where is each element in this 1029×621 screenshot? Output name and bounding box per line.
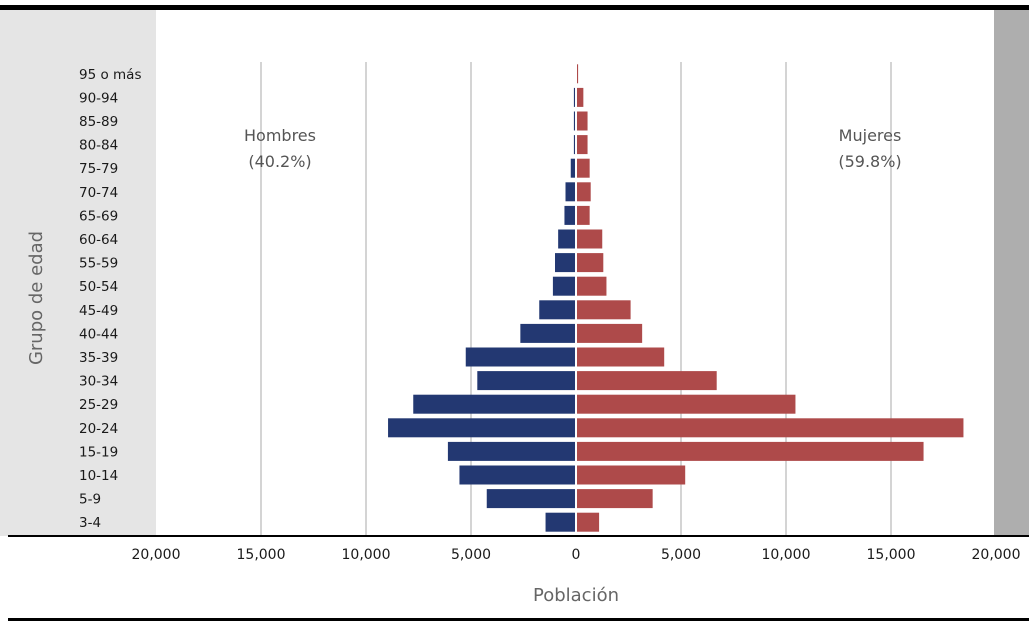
left-panel (0, 10, 156, 536)
x-tick-labels: 20,000 15,000 10,000 5,000 0 5,000 10,000 15,00… (132, 547, 1021, 563)
x-tick-label: 20,000 (132, 547, 181, 563)
x-tick-label: 20,000 (972, 547, 1021, 563)
male-bar (388, 418, 575, 438)
x-tick-label: 5,000 (451, 547, 491, 563)
x-tick-label: 15,000 (237, 547, 286, 563)
y-axis-title: Grupo de edad (26, 231, 47, 365)
male-bar (477, 371, 575, 391)
female-bar (577, 158, 590, 178)
age-group-label: 90-94 (79, 90, 118, 106)
age-group-label: 55-59 (79, 256, 118, 272)
male-bar (564, 205, 575, 225)
age-group-label: 40-44 (79, 326, 118, 342)
age-group-label: 80-84 (79, 138, 118, 154)
female-bar (577, 394, 796, 414)
male-group-share: (40.2%) (248, 152, 311, 171)
female-bar (577, 347, 665, 367)
female-bar (577, 276, 607, 296)
age-group-label: 45-49 (79, 303, 118, 319)
x-tick-label: 0 (572, 547, 581, 563)
age-group-label: 60-64 (79, 232, 118, 248)
male-bar (413, 394, 575, 414)
x-axis-line (8, 535, 1029, 537)
male-bar (545, 512, 575, 532)
age-group-label: 30-34 (79, 374, 118, 390)
male-bar (573, 87, 575, 107)
female-bar (577, 182, 591, 202)
female-bar (577, 371, 717, 391)
female-bar (577, 64, 579, 84)
bars (388, 64, 964, 532)
age-group-label: 5-9 (79, 492, 101, 508)
male-bar (565, 182, 575, 202)
x-tick-label: 10,000 (342, 547, 391, 563)
female-bar (577, 87, 584, 107)
male-bar (570, 158, 575, 178)
x-tick-label: 5,000 (661, 547, 701, 563)
male-bar (465, 347, 575, 367)
male-bar (539, 300, 575, 320)
male-bar (552, 276, 575, 296)
female-bar (577, 441, 924, 461)
bottom-border (8, 618, 1029, 621)
age-group-label: 10-14 (79, 468, 118, 484)
female-bar (577, 253, 604, 273)
age-group-label: 35-39 (79, 350, 118, 366)
male-bar (558, 229, 575, 249)
female-group-label: Mujeres (839, 126, 902, 145)
age-group-label: 75-79 (79, 161, 118, 177)
female-bar (577, 135, 588, 155)
age-group-label: 85-89 (79, 114, 118, 130)
category-labels: 3-4 5-9 10-14 15-19 20-24 25-29 30-34 35-39 40-4… (79, 67, 141, 531)
female-bar (577, 418, 964, 438)
male-group-label: Hombres (244, 126, 316, 145)
male-bar (447, 441, 575, 461)
female-bar (577, 489, 653, 509)
female-bar (577, 205, 590, 225)
male-bar (573, 135, 575, 155)
top-border (0, 5, 1029, 10)
age-group-label: 50-54 (79, 279, 118, 295)
x-tick-label: 15,000 (867, 547, 916, 563)
male-bar (459, 465, 575, 485)
male-bar (520, 323, 575, 343)
age-group-label: 95 o más (79, 67, 141, 83)
male-bar (555, 253, 575, 273)
age-group-label: 65-69 (79, 208, 118, 224)
grid-lines (260, 62, 892, 536)
age-group-label: 70-74 (79, 185, 118, 201)
male-bar (573, 111, 575, 131)
female-bar (577, 300, 631, 320)
male-bar (486, 489, 575, 509)
female-bar (577, 465, 686, 485)
age-group-label: 15-19 (79, 444, 118, 460)
female-group-share: (59.8%) (838, 152, 901, 171)
female-bar (577, 512, 600, 532)
female-bar (577, 229, 603, 249)
x-tick-label: 10,000 (762, 547, 811, 563)
right-panel (994, 10, 1029, 536)
age-group-label: 20-24 (79, 421, 118, 437)
female-bar (577, 111, 588, 131)
age-group-label: 25-29 (79, 397, 118, 413)
x-axis-title: Población (533, 585, 619, 606)
female-bar (577, 323, 643, 343)
age-group-label: 3-4 (79, 515, 101, 531)
